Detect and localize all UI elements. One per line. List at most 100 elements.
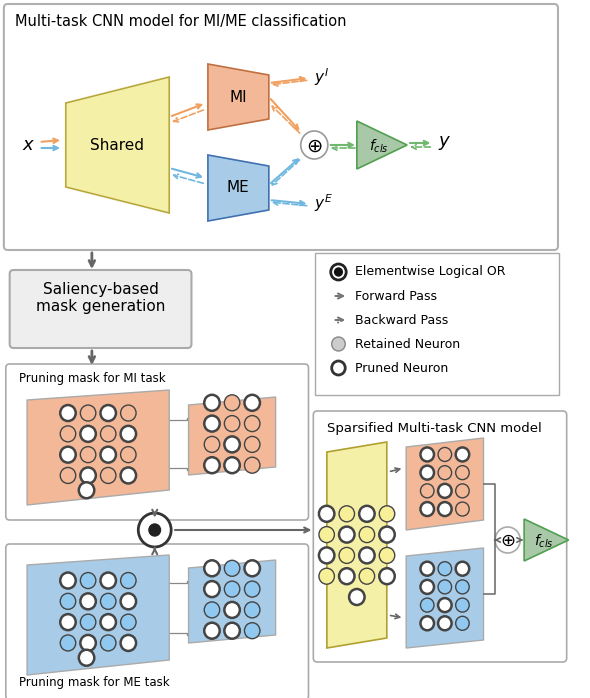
Circle shape — [379, 506, 395, 522]
FancyBboxPatch shape — [6, 544, 309, 698]
Circle shape — [421, 616, 434, 630]
Circle shape — [100, 593, 116, 609]
Polygon shape — [406, 548, 484, 648]
Circle shape — [224, 560, 240, 577]
Text: $y$: $y$ — [438, 134, 451, 152]
Text: Backward Pass: Backward Pass — [355, 313, 448, 327]
Circle shape — [60, 405, 76, 421]
Circle shape — [149, 524, 160, 536]
Circle shape — [332, 337, 345, 351]
Circle shape — [438, 502, 451, 516]
Circle shape — [80, 468, 96, 484]
FancyBboxPatch shape — [313, 411, 566, 662]
Circle shape — [332, 361, 345, 375]
Circle shape — [438, 616, 451, 630]
Circle shape — [359, 568, 375, 584]
Circle shape — [319, 568, 335, 584]
Circle shape — [335, 268, 342, 276]
Circle shape — [100, 405, 116, 421]
Circle shape — [331, 264, 346, 280]
Circle shape — [244, 560, 260, 577]
Circle shape — [438, 598, 451, 612]
Circle shape — [120, 635, 136, 651]
Text: Multi-task CNN model for MI/ME classification: Multi-task CNN model for MI/ME classific… — [15, 14, 347, 29]
FancyBboxPatch shape — [4, 4, 558, 250]
Circle shape — [80, 614, 96, 630]
Text: $\oplus$: $\oplus$ — [306, 137, 323, 156]
Text: Saliency-based
mask generation: Saliency-based mask generation — [36, 282, 165, 314]
Circle shape — [319, 547, 335, 563]
Circle shape — [455, 562, 469, 576]
Circle shape — [455, 447, 469, 461]
Text: Sparsified Multi-task CNN model: Sparsified Multi-task CNN model — [327, 422, 542, 435]
Circle shape — [79, 650, 94, 666]
FancyBboxPatch shape — [6, 364, 309, 520]
Circle shape — [455, 484, 469, 498]
Circle shape — [421, 466, 434, 480]
Circle shape — [120, 447, 136, 463]
Circle shape — [455, 616, 469, 630]
Circle shape — [421, 484, 434, 498]
Text: ME: ME — [227, 181, 250, 195]
Circle shape — [224, 395, 240, 411]
Polygon shape — [524, 519, 569, 561]
Circle shape — [438, 562, 451, 576]
Circle shape — [244, 457, 260, 473]
Text: Shared: Shared — [90, 138, 145, 152]
Polygon shape — [406, 438, 484, 530]
Text: Forward Pass: Forward Pass — [355, 290, 437, 302]
Circle shape — [60, 572, 76, 588]
Circle shape — [204, 581, 219, 597]
Circle shape — [455, 580, 469, 594]
Polygon shape — [189, 560, 276, 643]
Circle shape — [455, 598, 469, 612]
Polygon shape — [27, 390, 169, 505]
Circle shape — [100, 447, 116, 463]
Polygon shape — [208, 155, 269, 221]
Circle shape — [100, 426, 116, 442]
Circle shape — [455, 502, 469, 516]
Circle shape — [359, 547, 375, 563]
Text: MI: MI — [230, 89, 247, 105]
Circle shape — [349, 589, 365, 605]
Circle shape — [339, 547, 355, 563]
Circle shape — [438, 466, 451, 480]
Circle shape — [438, 484, 451, 498]
Circle shape — [224, 623, 240, 639]
Text: $f_{cls}$: $f_{cls}$ — [533, 533, 553, 550]
Circle shape — [244, 395, 260, 411]
Text: Pruning mask for ME task: Pruning mask for ME task — [19, 676, 170, 689]
Circle shape — [339, 526, 355, 542]
Circle shape — [204, 395, 219, 411]
Circle shape — [495, 527, 520, 553]
Text: $x$: $x$ — [22, 136, 35, 154]
Circle shape — [379, 526, 395, 542]
Circle shape — [204, 457, 219, 473]
Circle shape — [100, 468, 116, 484]
Circle shape — [204, 436, 219, 452]
Polygon shape — [208, 64, 269, 130]
Text: $\oplus$: $\oplus$ — [500, 532, 516, 550]
Circle shape — [421, 580, 434, 594]
Circle shape — [359, 526, 375, 542]
Polygon shape — [189, 397, 276, 475]
Circle shape — [80, 635, 96, 651]
Circle shape — [120, 468, 136, 484]
Polygon shape — [327, 442, 387, 648]
Circle shape — [421, 598, 434, 612]
Text: $y^E$: $y^E$ — [314, 192, 333, 214]
Circle shape — [379, 547, 395, 563]
Polygon shape — [65, 77, 169, 213]
Circle shape — [421, 502, 434, 516]
Circle shape — [224, 602, 240, 618]
Text: Elementwise Logical OR: Elementwise Logical OR — [355, 265, 506, 279]
Polygon shape — [27, 555, 169, 675]
Circle shape — [100, 635, 116, 651]
Text: $y^I$: $y^I$ — [314, 66, 329, 88]
Circle shape — [455, 466, 469, 480]
Circle shape — [60, 593, 76, 609]
Circle shape — [421, 447, 434, 461]
Circle shape — [244, 623, 260, 639]
Circle shape — [204, 415, 219, 431]
Circle shape — [438, 447, 451, 461]
